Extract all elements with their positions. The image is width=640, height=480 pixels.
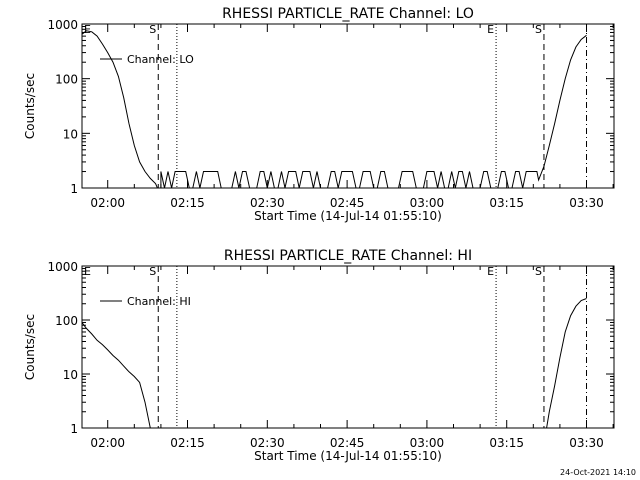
- y-tick-label: 10: [63, 127, 78, 141]
- x-axis-label: Start Time (14-Jul-14 01:55:10): [254, 209, 442, 223]
- chart-title: RHESSI PARTICLE_RATE Channel: LO: [222, 6, 474, 22]
- event-marker-label: E: [84, 23, 91, 36]
- event-marker-label: E: [487, 265, 494, 278]
- lo-channel-chart: RHESSI PARTICLE_RATE Channel: LO Start Ti…: [23, 6, 615, 223]
- series-line: [81, 298, 587, 429]
- event-marker-label: E: [487, 23, 494, 36]
- y-tick-label: 100: [55, 73, 78, 87]
- x-tick-label: 03:15: [489, 196, 524, 210]
- y-tick-label: 100: [55, 314, 78, 328]
- y-tick-label: 1: [70, 422, 78, 436]
- x-tick-label: 02:00: [90, 196, 125, 210]
- x-tick-label: 03:00: [410, 436, 445, 450]
- y-tick-label: 1000: [47, 18, 78, 32]
- timestamp: 24-Oct-2021 14:10: [560, 468, 636, 477]
- legend-label: Channel: HI: [127, 295, 191, 308]
- y-tick-label: 1000: [47, 260, 78, 274]
- x-tick-label: 03:00: [410, 196, 445, 210]
- hi-channel-chart: RHESSI PARTICLE_RATE Channel: HI Start Ti…: [23, 248, 615, 463]
- event-marker-label: S: [149, 265, 156, 278]
- x-tick-label: 03:15: [489, 436, 524, 450]
- x-tick-label: 02:00: [90, 436, 125, 450]
- event-marker-label: S: [535, 23, 542, 36]
- x-tick-label: 02:45: [330, 196, 365, 210]
- x-tick-label: 03:30: [569, 436, 604, 450]
- event-marker-label: E: [84, 265, 91, 278]
- x-tick-label: 02:15: [170, 196, 205, 210]
- plot-frame: [81, 23, 615, 189]
- x-tick-label: 02:30: [250, 196, 285, 210]
- y-tick-label: 10: [63, 368, 78, 382]
- event-marker-label: S: [149, 23, 156, 36]
- y-tick-label: 1: [70, 182, 78, 196]
- x-tick-label: 02:30: [250, 436, 285, 450]
- x-tick-label: 03:30: [569, 196, 604, 210]
- series-line: [81, 30, 587, 189]
- x-axis-label: Start Time (14-Jul-14 01:55:10): [254, 449, 442, 463]
- x-tick-label: 02:45: [330, 436, 365, 450]
- event-marker-label: S: [535, 265, 542, 278]
- chart-title: RHESSI PARTICLE_RATE Channel: HI: [224, 248, 472, 264]
- y-axis-label: Counts/sec: [23, 314, 37, 380]
- x-tick-label: 02:15: [170, 436, 205, 450]
- y-axis-label: Counts/sec: [23, 73, 37, 139]
- plot-frame: [81, 265, 615, 429]
- legend-label: Channel: LO: [127, 53, 194, 66]
